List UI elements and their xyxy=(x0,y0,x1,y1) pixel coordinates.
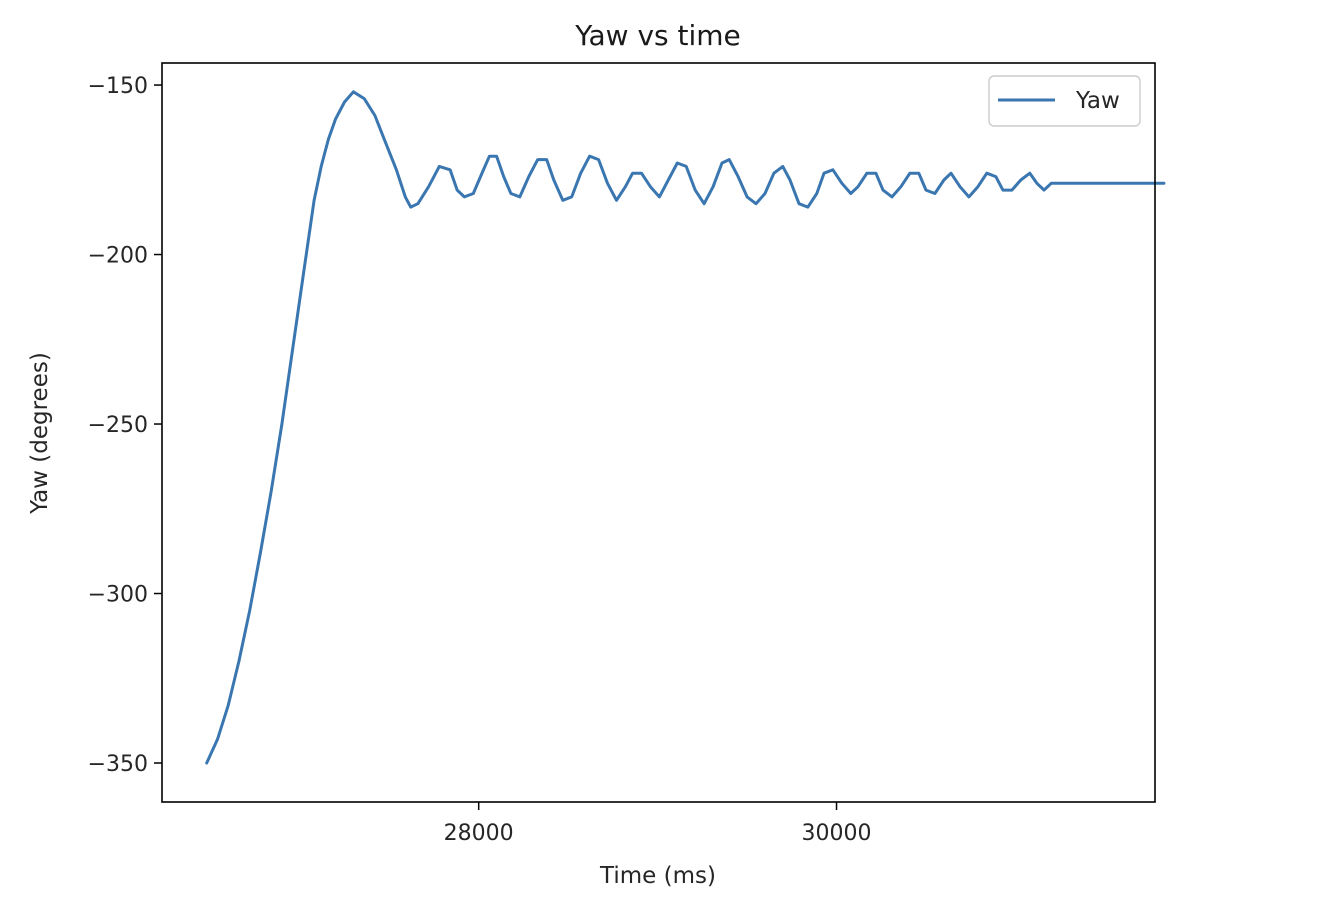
legend: Yaw xyxy=(988,75,1141,127)
x-tick-label: 30000 xyxy=(802,821,872,846)
series-line-yaw xyxy=(205,90,1166,765)
y-axis: −150 −200 −250 −300 −350 xyxy=(88,74,162,777)
legend-label-yaw: Yaw xyxy=(1075,88,1120,114)
y-axis-label: Yaw (degrees) xyxy=(27,352,53,515)
y-tick-label: −350 xyxy=(88,752,148,777)
y-tick-label: −300 xyxy=(88,583,148,608)
chart-title: Yaw vs time xyxy=(574,19,741,52)
plot-area xyxy=(205,90,1166,765)
plot-frame xyxy=(161,62,1156,803)
x-axis-label: Time (ms) xyxy=(599,863,716,889)
x-tick-label: 28000 xyxy=(444,821,514,846)
y-tick-label: −150 xyxy=(88,74,148,99)
y-tick-label: −250 xyxy=(88,413,148,438)
y-tick-label: −200 xyxy=(88,244,148,269)
x-axis: 28000 30000 xyxy=(444,802,872,846)
legend-box xyxy=(988,75,1141,127)
